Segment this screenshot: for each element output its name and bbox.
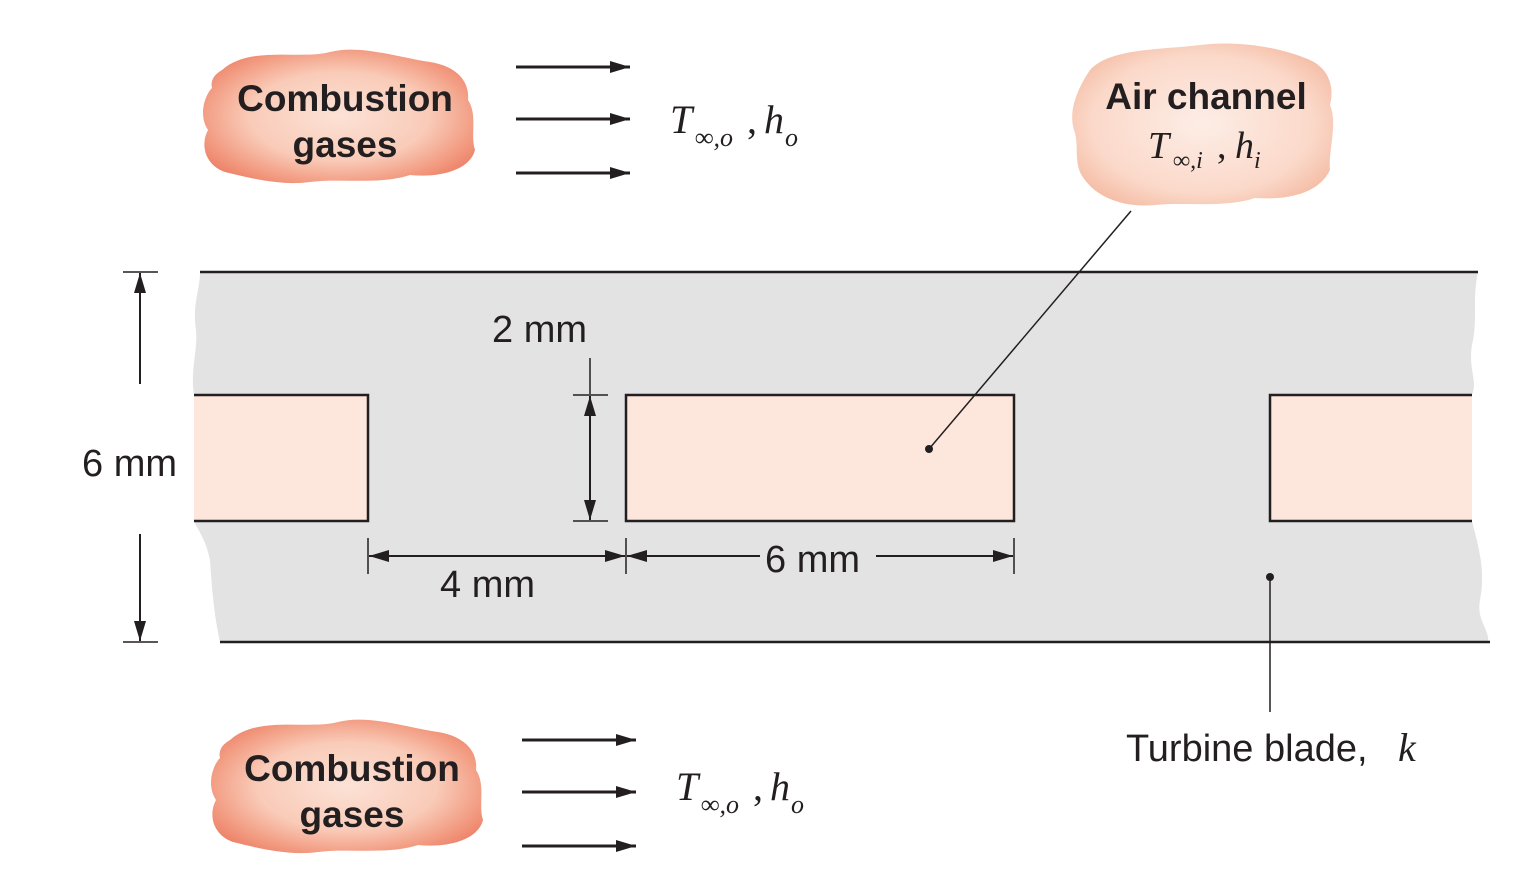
svg-text:T: T (1148, 125, 1172, 167)
svg-text:∞,o: ∞,o (701, 790, 739, 819)
svg-text:∞,i: ∞,i (1173, 148, 1203, 174)
air-channel-center (624, 393, 1016, 523)
air-channel-left (194, 393, 370, 523)
combustion-gases-cloud-top: Combustion gases (203, 49, 475, 184)
svg-text:,: , (753, 764, 763, 809)
label-channel-height: 2 mm (492, 309, 587, 351)
combustion-gases-cloud-bottom: Combustion gases (211, 719, 483, 854)
gas-symbols-bottom: T ∞,o , h o (676, 764, 804, 819)
svg-text:,: , (1217, 125, 1227, 167)
dimension-channel-height: 2 mm (492, 309, 608, 522)
label-conductivity-k: k (1398, 725, 1417, 770)
turbine-blade-label: Turbine blade, k (1126, 725, 1417, 770)
svg-text:T: T (670, 97, 695, 142)
svg-text:,: , (747, 97, 757, 142)
label-channel-width: 6 mm (765, 539, 860, 581)
svg-text:o: o (791, 790, 804, 819)
gas-symbols-top: T ∞,o , h o (670, 97, 798, 152)
air-channel-title: Air channel (1105, 76, 1307, 117)
svg-text:h: h (770, 764, 790, 809)
dimension-channel-width: 6 mm (627, 538, 1015, 581)
svg-text:T: T (676, 764, 701, 809)
cloud-bottom-line2: gases (300, 794, 405, 835)
svg-text:∞,o: ∞,o (695, 123, 733, 152)
air-channel-right (1268, 393, 1472, 523)
dimension-total-height: 6 mm (82, 271, 177, 643)
svg-text:h: h (764, 97, 784, 142)
cloud-top-line1: Combustion (237, 78, 453, 119)
svg-text:h: h (1235, 125, 1254, 167)
label-gap: 4 mm (440, 564, 535, 606)
flow-arrows-top (516, 61, 630, 179)
svg-text:i: i (1254, 148, 1261, 174)
flow-arrows-bottom (522, 734, 636, 852)
label-turbine-blade: Turbine blade, (1126, 728, 1368, 770)
label-total-height: 6 mm (82, 443, 177, 485)
air-channel-cloud: Air channel T ∞,i , h i (1072, 43, 1334, 206)
dimension-gap: 4 mm (367, 538, 627, 606)
leader-air-channel (925, 210, 1132, 453)
leader-turbine-blade (1266, 573, 1274, 712)
air-channel-symbols: T ∞,i , h i (1148, 125, 1261, 174)
cloud-top-line2: gases (293, 124, 398, 165)
cloud-bottom-line1: Combustion (244, 748, 460, 789)
svg-text:o: o (785, 123, 798, 152)
